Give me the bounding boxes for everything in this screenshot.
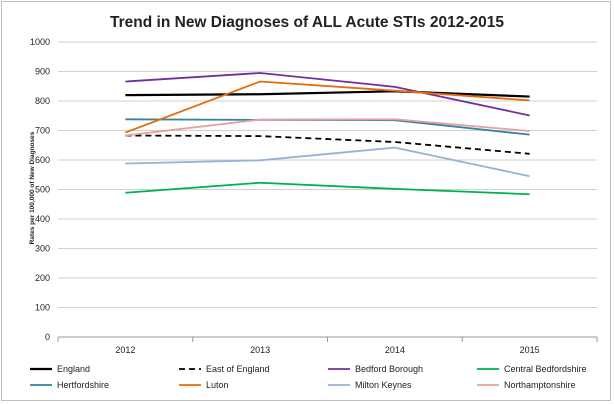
legend-item-bedford-borough: Bedford Borough <box>328 364 423 374</box>
series-line-bedford-borough <box>125 72 530 117</box>
legend-label: Central Bedfordshire <box>504 364 587 374</box>
x-tick-label: 2013 <box>250 345 270 355</box>
series-line-milton-keynes <box>125 146 530 178</box>
y-tick-label: 800 <box>35 96 50 106</box>
legend-item-hertfordshire: Hertfordshire <box>30 380 109 390</box>
y-tick-label: 600 <box>35 155 50 165</box>
gridlines <box>58 41 597 308</box>
legend-label: Northamptonshire <box>504 380 576 390</box>
x-tick-label: 2014 <box>385 345 405 355</box>
series-line-east-of-england <box>125 134 530 155</box>
y-axis-label: Rates per 100,000 of New Diagnoses <box>29 131 36 244</box>
y-tick-label: 200 <box>35 273 50 283</box>
legend-label: Bedford Borough <box>355 364 423 374</box>
chart-title: Trend in New Diagnoses of ALL Acute STIs… <box>110 14 504 31</box>
y-tick-label: 700 <box>35 126 50 136</box>
y-tick-label: 1000 <box>30 37 50 47</box>
legend-item-england: England <box>30 364 90 374</box>
y-tick-label: 400 <box>35 214 50 224</box>
series-line-northamptonshire <box>125 118 530 137</box>
legend-item-northamptonshire: Northamptonshire <box>477 380 576 390</box>
legend: England East of England Bedford Borough Cen… <box>30 364 587 390</box>
axes: 0 100 200 300 400 500 600 700 800 900 1000 2012 2013… <box>30 37 598 355</box>
series-line-hertfordshire <box>125 118 530 136</box>
legend-label: Hertfordshire <box>57 380 109 390</box>
series-line-luton <box>125 80 530 134</box>
x-tick-label: 2015 <box>520 345 540 355</box>
y-tick-label: 0 <box>45 332 50 342</box>
y-tick-label: 500 <box>35 185 50 195</box>
y-tick-label: 300 <box>35 244 50 254</box>
series-line-england <box>125 90 530 98</box>
y-tick-label: 100 <box>35 303 50 313</box>
legend-item-luton: Luton <box>179 380 229 390</box>
y-tick-label: 900 <box>35 67 50 77</box>
legend-label: East of England <box>206 364 270 374</box>
series-lines <box>125 72 530 196</box>
legend-label: Luton <box>206 380 229 390</box>
legend-label: England <box>57 364 90 374</box>
legend-item-central-bedfordshire: Central Bedfordshire <box>477 364 587 374</box>
legend-label: Milton Keynes <box>355 380 412 390</box>
series-line-central-bedfordshire <box>125 181 530 196</box>
legend-item-milton-keynes: Milton Keynes <box>328 380 412 390</box>
legend-item-east-of-england: East of England <box>179 364 270 374</box>
x-tick-label: 2012 <box>115 345 135 355</box>
